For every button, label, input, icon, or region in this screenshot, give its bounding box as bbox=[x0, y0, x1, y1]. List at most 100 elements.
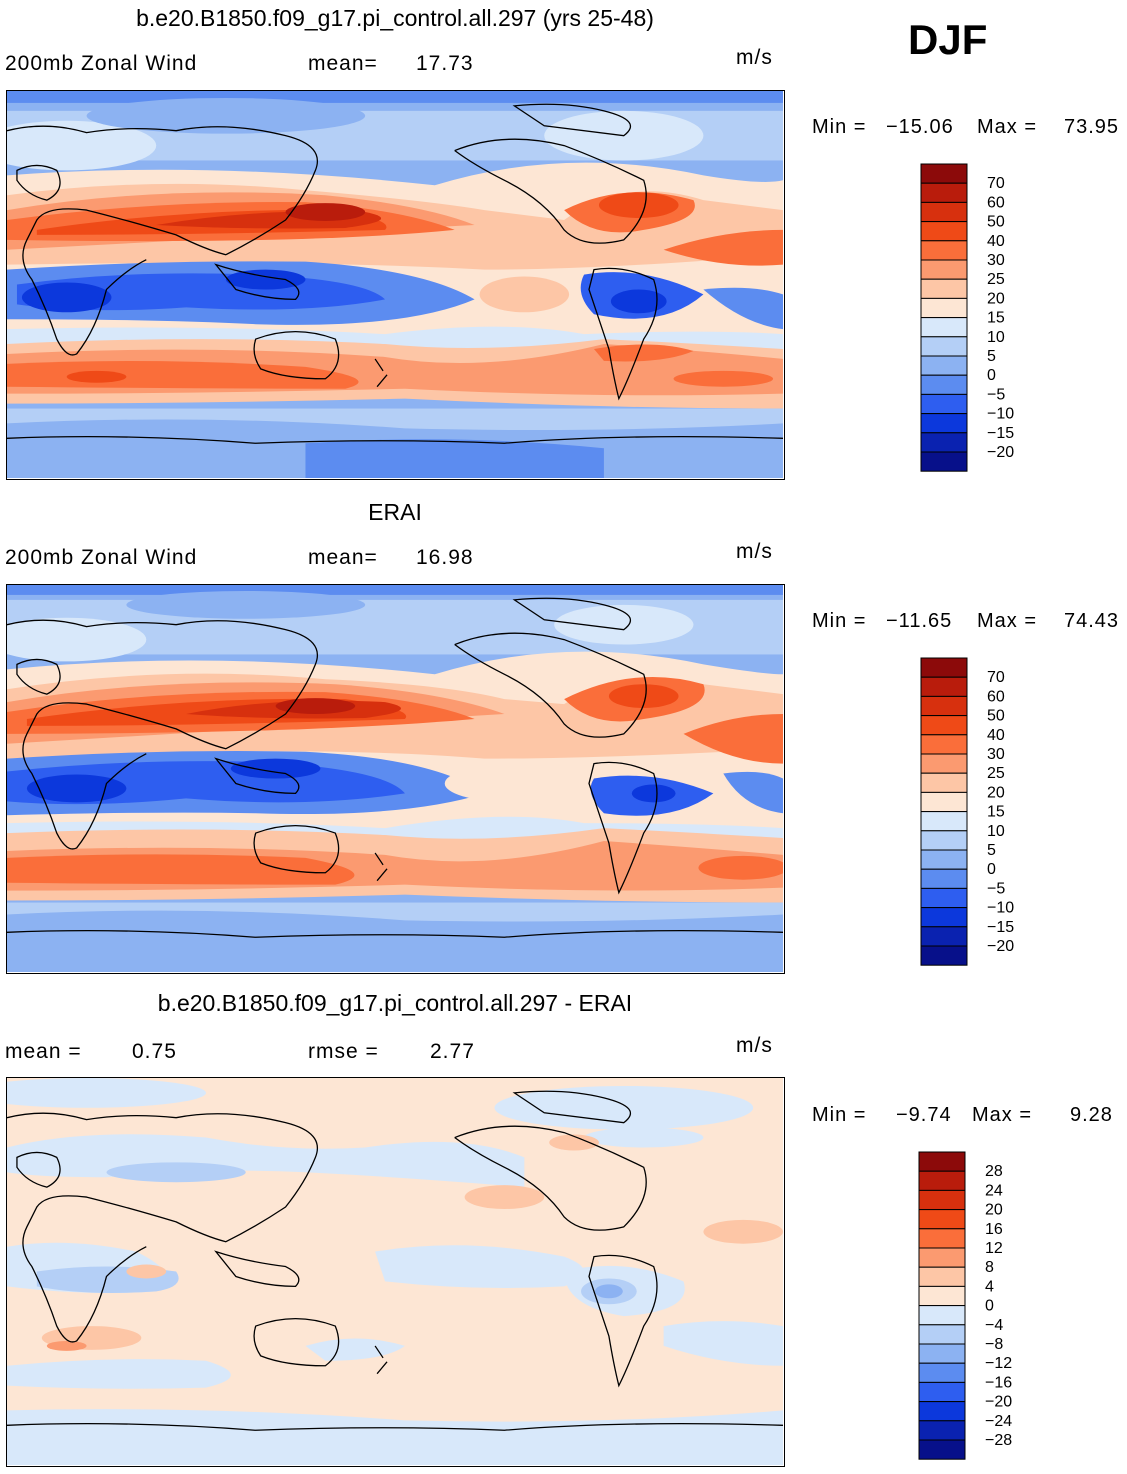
panel-3-colorbar: 28 24 20 16 12 8 4 0 −4 −8 −12 −16 −20 −24 −28 bbox=[918, 1151, 1058, 1464]
panel-2-map bbox=[6, 584, 785, 974]
panel-2-mean-value: 16.98 bbox=[416, 546, 474, 569]
colorbar-tick-label: 25 bbox=[987, 271, 1005, 288]
colorbar-swatch bbox=[920, 432, 968, 453]
panel-1-mean-value: 17.73 bbox=[416, 52, 474, 75]
colorbar-swatch bbox=[920, 887, 968, 909]
colorbar-swatch bbox=[920, 259, 968, 280]
colorbar-swatch bbox=[918, 1401, 966, 1422]
colorbar-tick-label: 70 bbox=[987, 175, 1005, 192]
colorbar-tick-label: 50 bbox=[987, 708, 1005, 725]
colorbar-swatch bbox=[920, 676, 968, 697]
colorbar-swatch bbox=[918, 1362, 966, 1383]
panel-3-map bbox=[6, 1077, 785, 1467]
panel-1-min-label: Min = bbox=[812, 116, 867, 138]
panel-3-title: b.e20.B1850.f09_g17.pi_control.all.297 -… bbox=[157, 990, 633, 1016]
colorbar-swatch bbox=[920, 945, 968, 966]
colorbar-swatch bbox=[920, 374, 968, 395]
panel-3-min-label: Min = bbox=[812, 1104, 867, 1126]
colorbar-tick-label: −10 bbox=[987, 900, 1014, 917]
colorbar-tick-label: 20 bbox=[987, 290, 1005, 307]
colorbar-swatch bbox=[920, 221, 968, 242]
colorbar-swatch bbox=[920, 317, 968, 338]
colorbar-swatch bbox=[918, 1381, 966, 1403]
colorbar-swatch bbox=[918, 1228, 966, 1249]
panel-1-map bbox=[6, 90, 785, 480]
colorbar-tick-label: −20 bbox=[987, 938, 1014, 955]
panel-1-colorbar: 70 60 50 40 30 25 20 15 10 5 0 −5 −10 −15 −20 bbox=[920, 163, 1060, 476]
panel-1-min-value: −15.06 bbox=[886, 116, 954, 138]
colorbar-tick-label: −28 bbox=[985, 1432, 1012, 1449]
colorbar-swatch bbox=[920, 849, 968, 870]
panel-3-rmse-label: rmse = bbox=[308, 1040, 379, 1063]
colorbar-swatch bbox=[920, 907, 968, 928]
panel-2-colorbar: 70 60 50 40 30 25 20 15 10 5 0 −5 −10 −15 −20 bbox=[920, 657, 1060, 970]
colorbar-tick-label: 30 bbox=[987, 252, 1005, 269]
colorbar-swatch bbox=[918, 1247, 966, 1268]
colorbar-tick-label: 15 bbox=[987, 310, 1005, 327]
colorbar-tick-label: −12 bbox=[985, 1355, 1012, 1372]
colorbar-tick-label: 15 bbox=[987, 804, 1005, 821]
colorbar-swatch bbox=[920, 811, 968, 832]
panel-2-variable-label: 200mb Zonal Wind bbox=[5, 546, 198, 569]
colorbar-tick-label: −24 bbox=[985, 1413, 1012, 1430]
colorbar-tick-label: −5 bbox=[987, 880, 1005, 897]
panel-3-max-label: Max = bbox=[972, 1104, 1033, 1126]
panel-2-min-label: Min = bbox=[812, 610, 867, 632]
colorbar-swatch bbox=[920, 868, 968, 889]
colorbar-tick-label: −4 bbox=[985, 1317, 1003, 1334]
panel-2-min-value: −11.65 bbox=[886, 610, 953, 632]
colorbar-tick-label: 0 bbox=[987, 861, 996, 878]
colorbar-tick-label: −15 bbox=[987, 425, 1014, 442]
colorbar-swatch bbox=[918, 1343, 966, 1364]
colorbar-swatch bbox=[920, 926, 968, 947]
colorbar-swatch bbox=[920, 715, 968, 736]
colorbar-swatch bbox=[918, 1305, 966, 1326]
colorbar-swatch bbox=[920, 355, 968, 376]
colorbar-swatch bbox=[920, 297, 968, 319]
panel-2-max-value: 74.43 bbox=[1064, 610, 1120, 632]
colorbar-swatch bbox=[920, 753, 968, 774]
colorbar-swatch bbox=[918, 1151, 966, 1172]
colorbar-swatch bbox=[918, 1324, 966, 1345]
panel-2-max-label: Max = bbox=[977, 610, 1038, 632]
colorbar-swatch bbox=[918, 1170, 966, 1191]
colorbar-swatch bbox=[918, 1209, 966, 1230]
colorbar-tick-label: 16 bbox=[985, 1221, 1003, 1238]
colorbar-tick-label: −8 bbox=[985, 1336, 1003, 1353]
colorbar-swatch bbox=[920, 451, 968, 472]
colorbar-swatch bbox=[920, 791, 968, 813]
panel-1-units: m/s bbox=[736, 46, 773, 69]
season-label: DJF bbox=[908, 16, 988, 63]
colorbar-tick-label: 40 bbox=[987, 727, 1005, 744]
colorbar-tick-label: 20 bbox=[987, 784, 1005, 801]
colorbar-swatch bbox=[920, 336, 968, 357]
colorbar-swatch bbox=[920, 393, 968, 415]
panel-1-variable-label: 200mb Zonal Wind bbox=[5, 52, 198, 75]
panel-3-min-value: −9.74 bbox=[896, 1104, 952, 1126]
colorbar-tick-label: 4 bbox=[985, 1278, 994, 1295]
panel-3-units: m/s bbox=[736, 1034, 773, 1057]
colorbar-swatch bbox=[918, 1189, 966, 1211]
panel-1-mean-label: mean= bbox=[308, 52, 378, 75]
colorbar-tick-label: −16 bbox=[985, 1374, 1012, 1391]
colorbar-swatch bbox=[920, 163, 968, 184]
colorbar-swatch bbox=[920, 772, 968, 793]
colorbar-tick-label: −5 bbox=[987, 386, 1005, 403]
colorbar-swatch bbox=[920, 278, 968, 299]
colorbar-swatch bbox=[920, 413, 968, 434]
colorbar-swatch bbox=[918, 1285, 966, 1307]
colorbar-tick-label: 20 bbox=[985, 1202, 1003, 1219]
colorbar-swatch bbox=[920, 830, 968, 851]
panel-1-max-value: 73.95 bbox=[1064, 116, 1120, 138]
colorbar-tick-label: −15 bbox=[987, 919, 1014, 936]
panel-3-max-value: 9.28 bbox=[1070, 1104, 1113, 1126]
colorbar-tick-label: 40 bbox=[987, 233, 1005, 250]
panel-2-units: m/s bbox=[736, 540, 773, 563]
colorbar-tick-label: 28 bbox=[985, 1163, 1003, 1180]
colorbar-tick-label: −20 bbox=[985, 1394, 1012, 1411]
colorbar-tick-label: 25 bbox=[987, 765, 1005, 782]
colorbar-tick-label: 0 bbox=[985, 1298, 994, 1315]
colorbar-tick-label: 60 bbox=[987, 688, 1005, 705]
panel-2-mean-label: mean= bbox=[308, 546, 378, 569]
colorbar-swatch bbox=[920, 657, 968, 678]
